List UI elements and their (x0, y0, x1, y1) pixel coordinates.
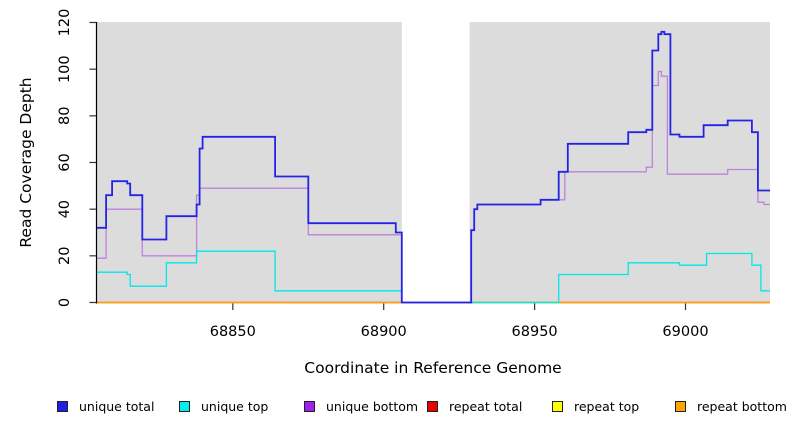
x-tick-label: 68850 (210, 324, 256, 340)
coverage-plot: 68850 68900 68950 69000 0 20 40 60 80 100 120 Coor… (17, 9, 770, 377)
missing-data-band (401, 22, 470, 303)
y-tick-label: 20 (57, 247, 73, 265)
y-axis-title: Read Coverage Depth (17, 77, 35, 247)
y-tick-label: 40 (57, 200, 73, 218)
series-line-unique-top (97, 250, 770, 304)
legend-swatch-icon (675, 400, 686, 412)
legend-label: unique top (201, 398, 269, 414)
legend-label: repeat top (574, 398, 640, 414)
legend-item-unique-top: unique top (179, 396, 268, 416)
legend-swatch-icon (304, 400, 315, 412)
y-tick-label: 100 (57, 55, 73, 83)
x-tick-label: 68900 (361, 324, 407, 340)
y-tick-label: 0 (57, 298, 73, 307)
legend-item-unique-total: unique total (57, 396, 154, 416)
legend-label: unique bottom (326, 398, 419, 414)
legend-label: repeat bottom (697, 398, 787, 414)
legend-swatch-icon (57, 400, 68, 412)
legend: unique total unique top unique bottom repea… (0, 396, 792, 420)
legend-label: repeat total (449, 398, 523, 414)
x-tick-label: 69000 (662, 324, 708, 340)
legend-swatch-icon (427, 400, 438, 412)
legend-item-repeat-total: repeat total (427, 396, 522, 416)
legend-item-unique-bottom: unique bottom (304, 396, 418, 416)
y-tick-label: 80 (57, 107, 73, 125)
x-tick-label: 68950 (512, 324, 558, 340)
legend-item-repeat-bottom: repeat bottom (675, 396, 787, 416)
legend-swatch-icon (552, 400, 563, 412)
legend-swatch-icon (179, 400, 190, 412)
series-line-unique-total (97, 30, 770, 304)
legend-item-repeat-top: repeat top (552, 396, 639, 416)
y-tick-label: 60 (57, 153, 73, 171)
x-axis-title: Coordinate in Reference Genome (304, 359, 561, 377)
y-tick-label: 120 (57, 9, 73, 37)
legend-label: unique total (79, 398, 155, 414)
